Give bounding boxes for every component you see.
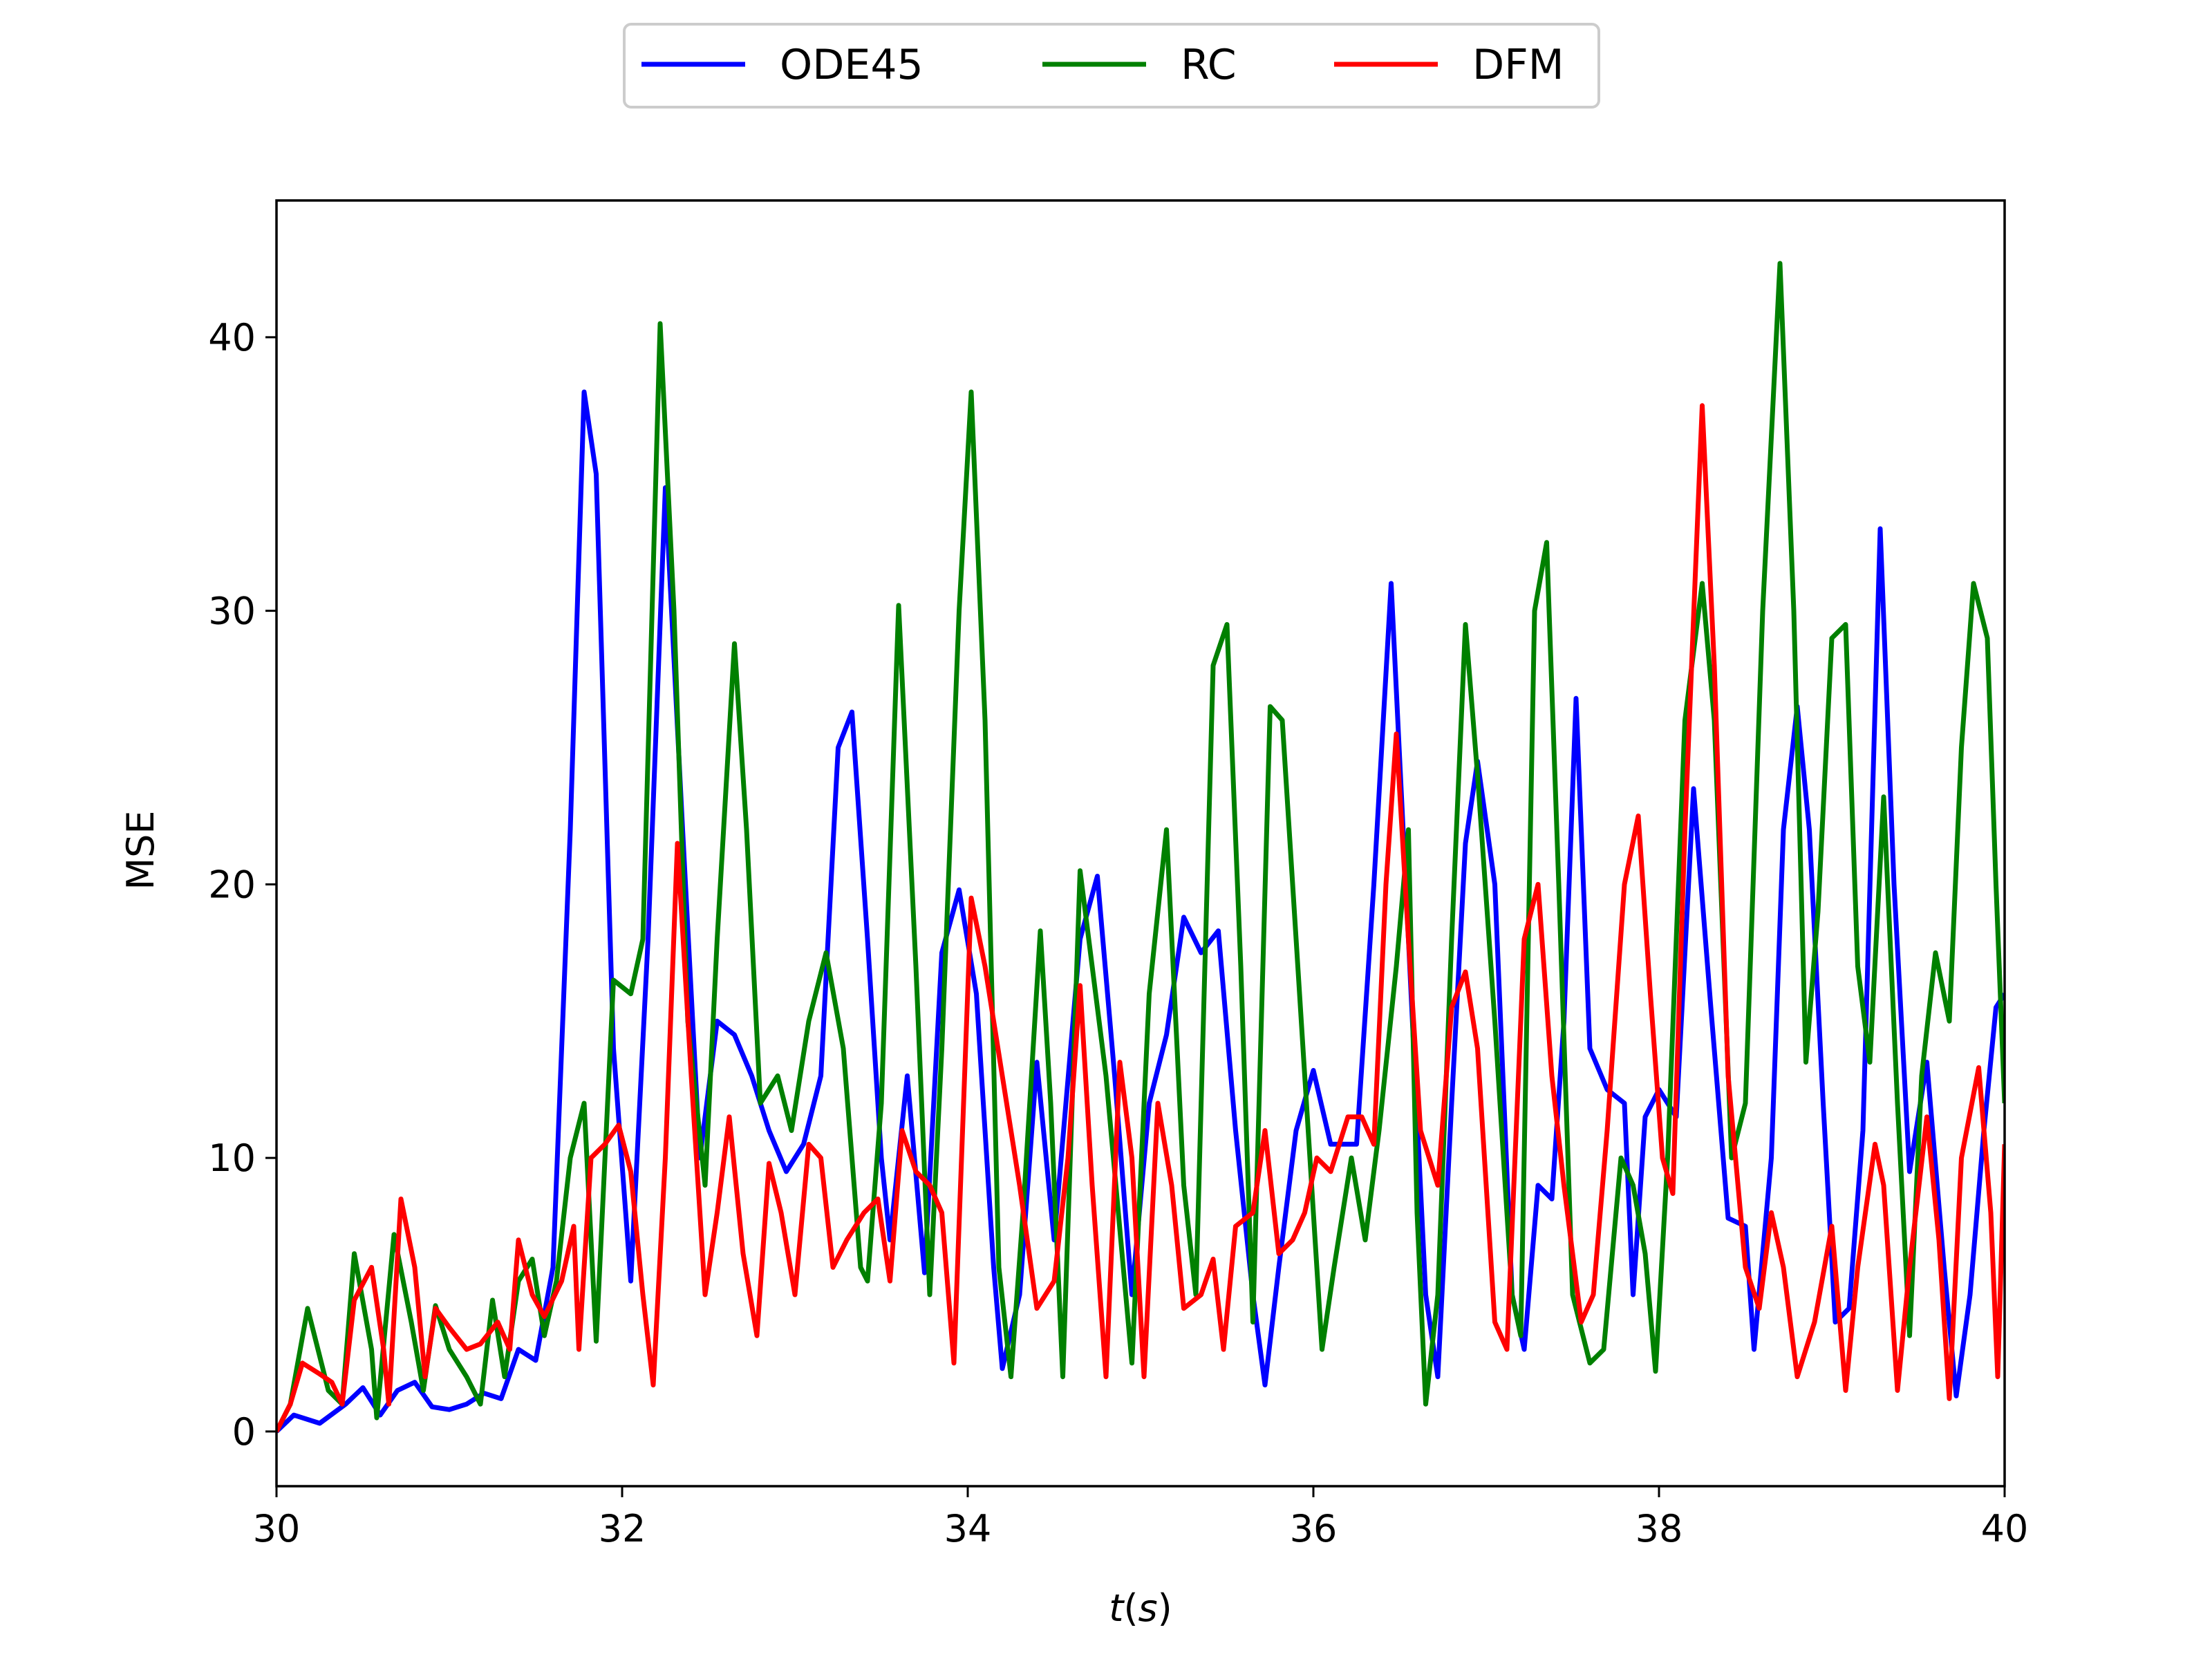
x-axis-label-unit: s <box>1138 1586 1158 1630</box>
x-tick-label: 32 <box>599 1507 646 1550</box>
x-axis-label: t(s) <box>1109 1586 1172 1630</box>
y-tick-label: 20 <box>208 863 256 906</box>
y-axis-ticks: 0 10 20 30 40 <box>208 316 276 1454</box>
y-tick-label: 30 <box>208 590 256 633</box>
y-tick-label: 40 <box>208 316 256 359</box>
x-axis-label-paren-close: ) <box>1158 1586 1172 1630</box>
y-tick-label: 10 <box>208 1136 256 1180</box>
x-tick-label: 30 <box>253 1507 301 1550</box>
x-tick-label: 34 <box>944 1507 992 1550</box>
y-tick-label: 0 <box>232 1410 256 1454</box>
legend: ODE45 RC DFM <box>623 23 1600 109</box>
x-axis-label-paren-open: ( <box>1123 1586 1138 1630</box>
x-axis-label-variable: t <box>1109 1586 1125 1630</box>
x-axis-ticks: 30 32 34 36 38 40 <box>253 1486 2029 1550</box>
legend-label-rc: RC <box>1181 41 1237 89</box>
legend-label-dfm: DFM <box>1472 41 1564 89</box>
legend-label-ode45: ODE45 <box>780 41 924 89</box>
y-axis-label: MSE <box>119 811 162 890</box>
x-tick-label: 38 <box>1635 1507 1683 1550</box>
x-tick-label: 36 <box>1290 1507 1338 1550</box>
series-group <box>276 261 2005 1434</box>
series-line-ode45 <box>276 389 2005 1434</box>
x-tick-label: 40 <box>1981 1507 2029 1550</box>
series-line-dfm <box>276 403 2005 1433</box>
plot-area-frame <box>275 199 2006 1488</box>
